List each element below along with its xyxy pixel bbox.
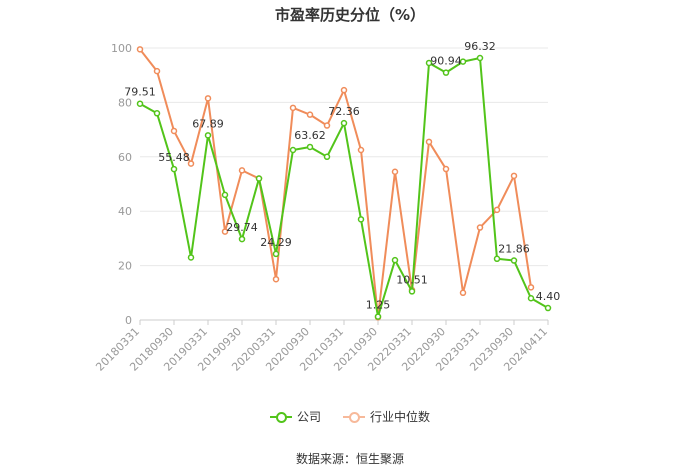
data-point-company [442,69,450,76]
data-label-company: 29.74 [226,221,258,234]
line-chart: 0204060801002018033120180930201903312019… [93,40,560,374]
data-point-company [323,153,331,161]
data-point-company [306,143,314,151]
data-point-company [170,165,178,173]
data-point-company [408,288,416,295]
data-point-company [425,59,433,67]
data-point-company [391,256,399,264]
data-label-company: 72.36 [328,105,360,118]
data-point-industry-median [391,168,399,176]
data-label-company: 10.51 [396,273,428,286]
data-point-industry-median [357,146,365,154]
data-label-company: 4.40 [536,290,561,303]
y-tick-label: 0 [125,314,132,327]
data-point-industry-median [153,67,161,75]
legend-label-company: 公司 [296,410,321,424]
data-point-industry-median [493,206,501,214]
y-tick-label: 100 [111,42,132,55]
data-point-company [187,254,195,261]
y-tick-label: 20 [118,260,132,273]
data-point-industry-median [170,127,178,135]
data-label-company: 79.51 [124,86,156,99]
data-label-company: 1.25 [366,299,391,312]
data-point-company [255,175,263,182]
data-point-industry-median [187,160,195,167]
data-point-company [374,313,382,320]
legend-swatch-industry-median [343,411,365,423]
data-point-industry-median [459,289,467,297]
data-label-company: 63.62 [294,129,326,142]
data-point-industry-median [136,46,144,53]
data-point-company [204,132,212,139]
data-point-company [221,191,229,199]
y-tick-label: 80 [118,96,132,109]
legend: 公司 行业中位数 [0,408,700,425]
data-point-industry-median [425,138,433,146]
data-point-company [476,54,484,62]
legend-label-industry-median: 行业中位数 [370,410,431,424]
data-label-company: 96.32 [464,40,496,53]
data-point-industry-median [510,172,518,180]
data-point-industry-median [306,111,314,118]
data-point-company [544,304,552,312]
data-point-company [289,146,297,154]
data-label-company: 90.94 [430,55,462,68]
data-point-company [493,255,501,263]
series-line-industry-median [139,48,532,319]
series-lines [136,46,552,321]
data-point-company [340,119,348,127]
data-point-industry-median [442,165,450,173]
series-line-company [139,57,549,318]
data-label-company: 67.89 [192,117,224,130]
data-point-company [153,110,161,117]
y-tick-label: 40 [118,205,132,218]
data-label-company: 55.48 [158,151,190,164]
legend-item-company[interactable]: 公司 [269,408,321,425]
data-label-company: 21.86 [498,243,530,256]
data-point-company [510,257,518,264]
data-point-industry-median [340,86,348,94]
data-point-industry-median [476,224,484,231]
legend-swatch-company [269,411,292,423]
source-note: 数据来源：恒生聚源 [295,452,404,466]
data-label-company: 24.29 [260,236,292,249]
data-point-industry-median [238,167,246,174]
data-point-industry-median [204,95,212,102]
legend-item-industry-median[interactable]: 行业中位数 [343,408,430,425]
y-tick-label: 60 [118,151,132,164]
data-point-company [136,100,144,107]
data-point-company [238,235,246,243]
data-point-company [357,216,365,223]
data-point-industry-median [527,284,535,291]
data-point-industry-median [323,122,331,129]
data-point-company [459,58,467,65]
chart-title: 市盈率历史分位（%） [274,6,426,24]
data-point-industry-median [221,228,229,235]
data-point-company [527,294,535,302]
data-point-company [272,250,280,258]
data-point-industry-median [289,104,297,112]
data-point-industry-median [272,275,280,283]
